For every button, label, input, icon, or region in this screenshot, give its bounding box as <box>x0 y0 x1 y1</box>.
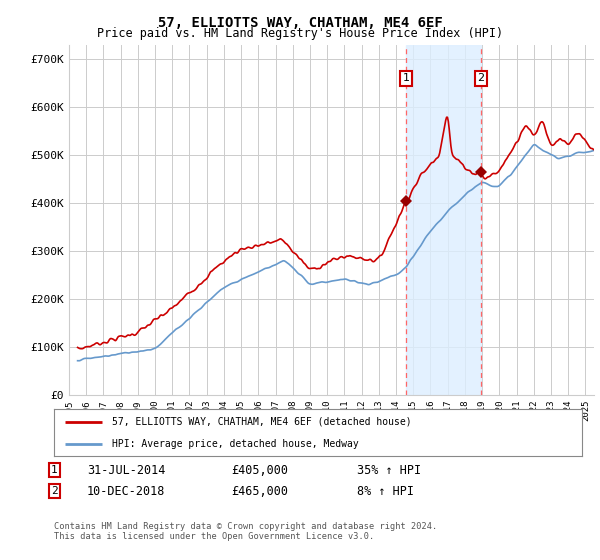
Text: £465,000: £465,000 <box>231 485 288 498</box>
Text: Price paid vs. HM Land Registry's House Price Index (HPI): Price paid vs. HM Land Registry's House … <box>97 27 503 40</box>
Text: 2: 2 <box>478 73 485 83</box>
Text: 1: 1 <box>51 465 58 475</box>
Text: 57, ELLIOTTS WAY, CHATHAM, ME4 6EF: 57, ELLIOTTS WAY, CHATHAM, ME4 6EF <box>158 16 442 30</box>
Text: 10-DEC-2018: 10-DEC-2018 <box>87 485 166 498</box>
Text: 1: 1 <box>403 73 410 83</box>
Text: HPI: Average price, detached house, Medway: HPI: Average price, detached house, Medw… <box>112 438 359 449</box>
Bar <box>406 45 481 395</box>
Text: 2: 2 <box>51 486 58 496</box>
Text: 31-JUL-2014: 31-JUL-2014 <box>87 464 166 477</box>
Text: 8% ↑ HPI: 8% ↑ HPI <box>357 485 414 498</box>
Text: Contains HM Land Registry data © Crown copyright and database right 2024.
This d: Contains HM Land Registry data © Crown c… <box>54 522 437 542</box>
Text: 57, ELLIOTTS WAY, CHATHAM, ME4 6EF (detached house): 57, ELLIOTTS WAY, CHATHAM, ME4 6EF (deta… <box>112 417 412 427</box>
Text: 35% ↑ HPI: 35% ↑ HPI <box>357 464 421 477</box>
Text: £405,000: £405,000 <box>231 464 288 477</box>
